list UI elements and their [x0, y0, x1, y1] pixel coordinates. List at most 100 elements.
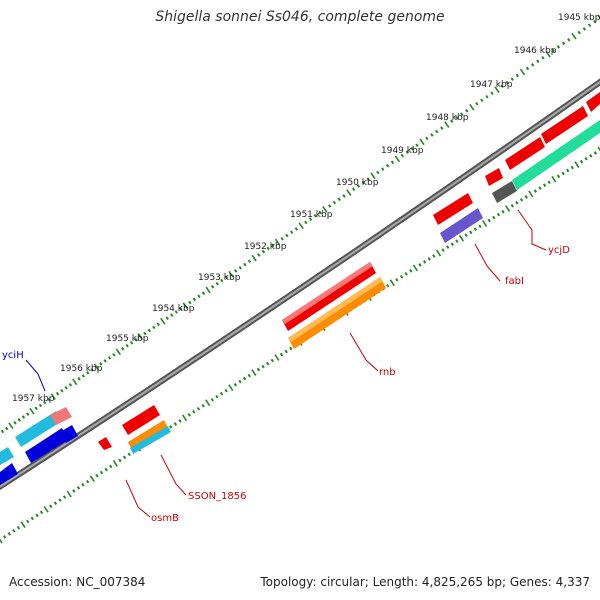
scale-minor-tick	[99, 470, 104, 475]
cds-feature[interactable]	[0, 447, 14, 465]
cds-feature[interactable]	[122, 405, 160, 435]
scale-minor-tick	[129, 340, 134, 345]
scale-minor-tick	[49, 504, 53, 509]
scale-minor-tick	[593, 19, 597, 24]
scale-minor-tick	[579, 159, 584, 164]
gene-label-SSON_1856[interactable]: SSON_1856	[188, 491, 247, 502]
scale-tick-label: 1956 kbp	[60, 364, 103, 374]
scale-major-tick	[528, 190, 534, 198]
leader-fabI	[474, 243, 501, 282]
scale-major-tick	[597, 14, 600, 20]
scale-major-tick	[137, 333, 144, 340]
cds-feature[interactable]	[282, 262, 373, 324]
cds-feature[interactable]	[60, 425, 78, 443]
scale-tick-label: 1946 kbp	[514, 46, 557, 56]
scale-major-tick	[419, 138, 425, 146]
scale-major-tick	[66, 490, 72, 498]
scale-minor-tick	[450, 242, 454, 246]
leader-osmB	[125, 479, 151, 518]
scale-tick-label: 1952 kbp	[244, 242, 287, 252]
scale-major-tick	[458, 234, 465, 242]
cds-feature[interactable]	[505, 137, 545, 170]
scale-minor-tick	[86, 479, 90, 484]
cds-feature[interactable]	[485, 168, 503, 186]
scale-minor-tick	[593, 151, 598, 155]
scale-minor-tick	[304, 220, 308, 225]
scale-minor-tick	[356, 184, 361, 188]
scale-minor-tick	[404, 272, 408, 276]
scale-minor-tick	[7, 532, 11, 536]
cds-feature[interactable]	[50, 407, 72, 425]
cds-feature[interactable]	[492, 181, 517, 203]
scale-major-tick	[571, 32, 577, 40]
scale-minor-tick	[215, 281, 219, 286]
cds-feature[interactable]	[586, 92, 600, 112]
scale-minor-tick	[147, 328, 152, 333]
cds-feature[interactable]	[512, 120, 600, 190]
scale-minor-tick	[519, 198, 524, 202]
scale-minor-tick	[247, 373, 251, 378]
scale-minor-tick	[570, 165, 574, 170]
reverse-features	[0, 120, 600, 485]
outer-scale-ruler	[0, 14, 600, 435]
cds-feature[interactable]	[98, 437, 112, 450]
scale-major-tick	[205, 286, 211, 294]
scale-minor-tick	[192, 297, 197, 302]
scale-major-tick	[322, 205, 328, 213]
scale-major-tick	[505, 205, 511, 213]
gene-label-rnb[interactable]: rnb	[379, 367, 396, 378]
tick-labels: 1945 kbp 1946 kbp 1947 kbp 1948 kbp 1949 kbp…	[12, 13, 600, 404]
scale-major-tick	[274, 354, 280, 361]
cds-feature[interactable]	[128, 420, 168, 450]
scale-minor-tick	[480, 98, 484, 103]
cds-feature[interactable]	[0, 463, 18, 485]
scale-minor-tick	[55, 391, 60, 396]
scale-major-tick	[494, 86, 500, 94]
scale-minor-tick	[551, 48, 555, 53]
scale-major-tick	[182, 414, 188, 422]
scale-minor-tick	[376, 170, 380, 175]
cds-feature[interactable]	[130, 426, 171, 454]
scale-minor-tick	[35, 513, 39, 518]
gene-label-osmB[interactable]: osmB	[151, 513, 179, 524]
scale-minor-tick	[446, 245, 450, 249]
cds-feature[interactable]	[25, 428, 68, 463]
scale-minor-tick	[17, 418, 21, 422]
gene-label-yciH[interactable]: yciH	[2, 350, 24, 361]
scale-minor-tick	[510, 203, 514, 208]
scale-major-tick	[251, 254, 257, 262]
scale-minor-tick	[127, 452, 131, 457]
scale-minor-tick	[174, 310, 178, 314]
scale-minor-tick	[418, 263, 422, 267]
scale-minor-tick	[77, 377, 81, 381]
scale-minor-tick	[566, 168, 570, 173]
cds-feature[interactable]	[433, 193, 473, 225]
scale-minor-tick	[289, 346, 293, 351]
scale-major-tick	[72, 378, 78, 386]
scale-minor-tick	[422, 260, 427, 264]
scale-minor-tick	[4, 426, 9, 431]
scale-minor-tick	[485, 94, 489, 99]
scale-minor-tick	[465, 108, 469, 113]
gene-label-ycjD[interactable]: ycjD	[548, 245, 570, 256]
scale-minor-tick	[385, 163, 390, 168]
cds-feature[interactable]	[15, 411, 62, 447]
cds-feature[interactable]	[288, 277, 383, 342]
scale-minor-tick	[143, 331, 147, 336]
scale-minor-tick	[567, 37, 571, 42]
scale-minor-tick	[247, 259, 252, 264]
cds-feature[interactable]	[541, 106, 588, 144]
scale-minor-tick	[469, 230, 473, 235]
scale-minor-tick	[410, 146, 414, 151]
scale-minor-tick	[478, 224, 482, 229]
scale-major-tick	[346, 189, 352, 196]
cds-feature[interactable]	[440, 208, 483, 243]
scale-major-tick	[89, 475, 95, 483]
scale-minor-tick	[95, 473, 99, 478]
scale-minor-tick	[21, 415, 26, 419]
scale-minor-tick	[505, 80, 509, 85]
scale-minor-tick	[156, 322, 161, 327]
scale-minor-tick	[496, 212, 501, 217]
gene-label-fabI[interactable]: fabI	[505, 276, 524, 287]
